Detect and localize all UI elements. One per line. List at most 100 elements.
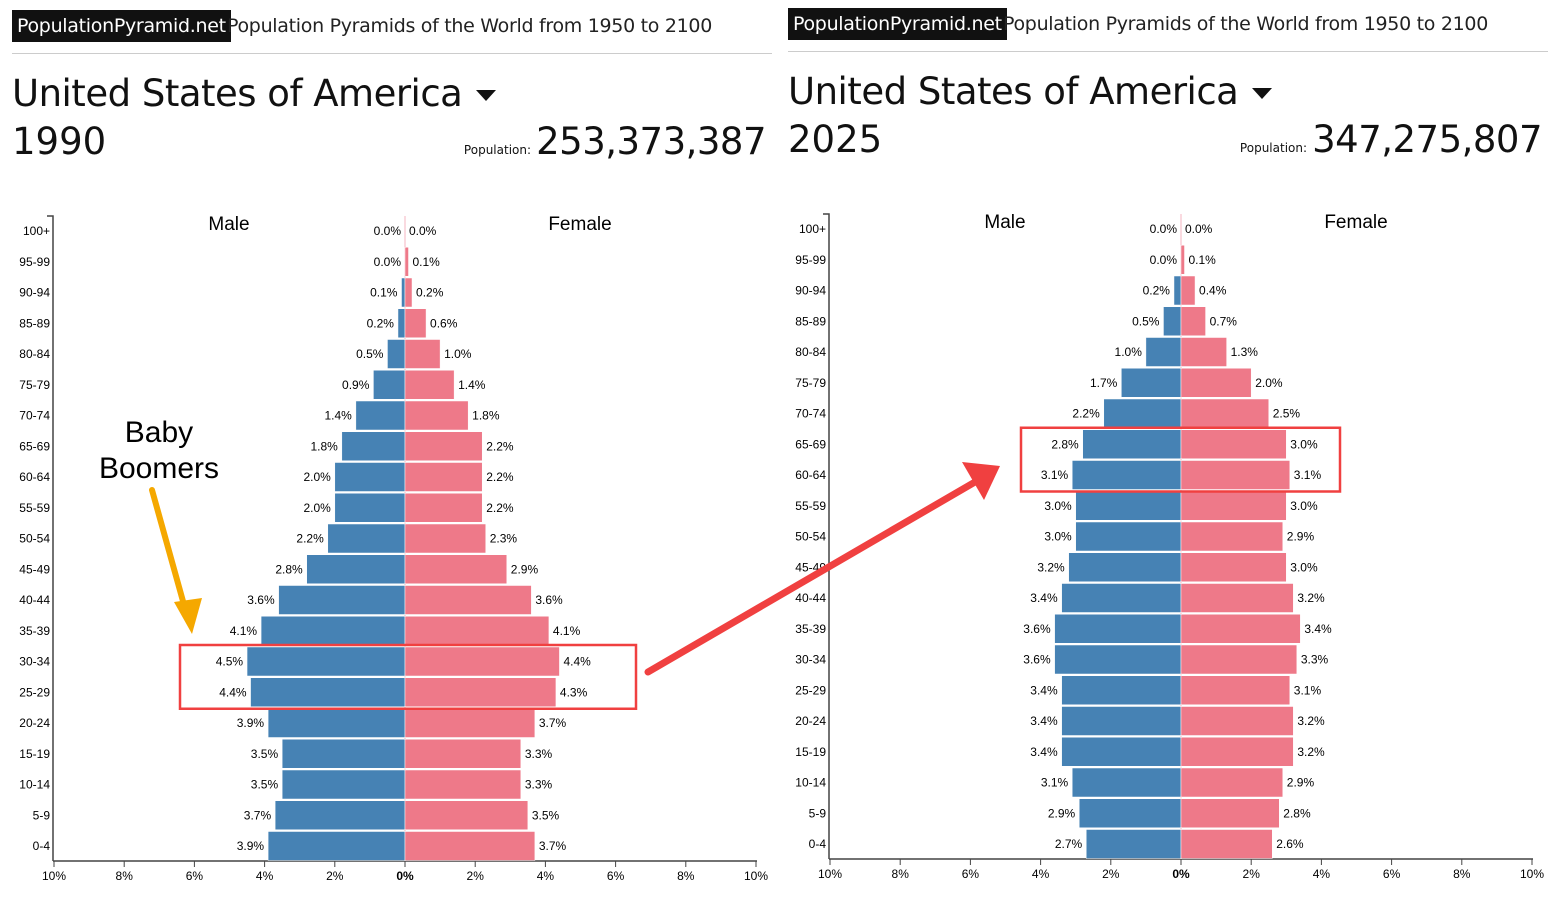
male-header: Male	[984, 212, 1025, 233]
female-bar	[1180, 275, 1196, 306]
age-label: 10-14	[19, 778, 50, 792]
female-value-label: 3.3%	[525, 747, 553, 761]
x-tick-label: 2%	[1102, 867, 1120, 881]
panel-2025: PopulationPyramid.net Population Pyramid…	[788, 0, 1549, 901]
x-tick-label: 6%	[1383, 867, 1401, 881]
female-value-label: 0.1%	[413, 255, 441, 269]
female-value-label: 1.8%	[472, 409, 500, 423]
male-value-label: 2.9%	[1048, 806, 1076, 820]
female-bar	[1180, 767, 1284, 798]
age-label: 90-94	[795, 284, 826, 298]
female-bar	[404, 708, 536, 738]
x-tick-label: 6%	[186, 869, 204, 883]
male-value-label: 2.2%	[296, 532, 324, 546]
male-value-label: 3.9%	[237, 716, 265, 730]
male-value-label: 4.5%	[216, 655, 244, 669]
country-selector[interactable]: United States of America	[788, 70, 1273, 113]
age-label: 60-64	[795, 468, 826, 482]
male-bar	[401, 277, 406, 308]
female-bar	[1180, 368, 1252, 398]
age-label: 85-89	[795, 314, 826, 328]
female-value-label: 3.1%	[1294, 468, 1322, 482]
x-tick-label: 6%	[607, 869, 625, 883]
site-logo[interactable]: PopulationPyramid.net	[12, 10, 231, 42]
year: 2025	[788, 118, 883, 161]
pyramid-1: Male Female 10% 8% 6% 4% 2% 0% 2% 4% 6% 8% 10% 100+ 0.…	[795, 212, 1544, 881]
x-tick-label: 0%	[1172, 867, 1190, 881]
female-bar	[1180, 675, 1291, 705]
male-bar	[278, 585, 406, 615]
female-bar	[1180, 398, 1269, 429]
x-tick-label: 10%	[1520, 867, 1544, 881]
y-axis	[47, 215, 54, 861]
x-tick-label: 10%	[744, 869, 768, 883]
female-value-label: 2.2%	[486, 501, 514, 515]
y-axis	[823, 213, 830, 859]
female-value-label: 0.0%	[409, 224, 437, 238]
age-label: 60-64	[19, 470, 50, 484]
male-value-label: 3.0%	[1044, 499, 1072, 513]
orange-arrow-shaft	[149, 487, 189, 615]
annotation-boomers: Boomers	[99, 452, 219, 485]
female-value-label: 2.9%	[1287, 530, 1315, 544]
x-tick-label: 4%	[1313, 867, 1331, 881]
male-value-label: 0.0%	[374, 255, 402, 269]
female-value-label: 3.0%	[1290, 437, 1318, 451]
age-label: 45-49	[19, 562, 50, 576]
male-value-label: 3.0%	[1044, 530, 1072, 544]
male-bar	[1163, 306, 1182, 336]
male-bar	[281, 739, 406, 769]
male-value-label: 2.0%	[303, 470, 331, 484]
female-header: Female	[548, 214, 611, 235]
population: Population: 253,373,387	[463, 120, 767, 163]
male-bar	[1068, 552, 1182, 582]
male-value-label: 3.4%	[1030, 591, 1058, 605]
age-label: 55-59	[795, 499, 826, 513]
male-value-label: 0.0%	[1150, 253, 1178, 267]
male-bar	[1121, 368, 1182, 398]
male-bar	[1071, 767, 1182, 798]
population-value: 253,373,387	[536, 120, 766, 163]
female-bar	[404, 339, 441, 369]
female-bar	[404, 277, 413, 308]
age-label: 35-39	[795, 622, 826, 636]
female-bar	[404, 523, 486, 554]
male-value-label: 4.1%	[230, 624, 258, 638]
site-logo[interactable]: PopulationPyramid.net	[788, 8, 1007, 40]
male-value-label: 2.2%	[1072, 407, 1100, 421]
female-bar	[404, 554, 508, 584]
site-subtitle: Population Pyramids of the World from 19…	[1003, 13, 1488, 35]
female-bar	[404, 308, 427, 338]
female-value-label: 1.4%	[458, 378, 486, 392]
year: 1990	[12, 120, 107, 163]
x-tick-label: 4%	[537, 869, 555, 883]
country-selector[interactable]: United States of America	[12, 72, 497, 115]
age-label: 30-34	[19, 655, 50, 669]
female-value-label: 3.0%	[1290, 560, 1318, 574]
female-bar	[1180, 829, 1273, 859]
male-bar	[1078, 798, 1182, 828]
female-bar	[404, 462, 483, 492]
female-bar	[1180, 552, 1287, 582]
male-bar	[1061, 675, 1182, 705]
male-value-label: 3.6%	[1023, 653, 1051, 667]
female-bar	[1180, 337, 1227, 367]
age-label: 100+	[23, 224, 50, 238]
population-label: Population:	[463, 143, 532, 157]
male-value-label: 4.4%	[219, 685, 247, 699]
population-value: 347,275,807	[1312, 118, 1542, 161]
x-tick-label: 10%	[42, 869, 66, 883]
age-label: 70-74	[795, 407, 826, 421]
male-value-label: 3.1%	[1041, 468, 1069, 482]
age-label: 20-24	[795, 714, 826, 728]
x-tick-label: 8%	[1453, 867, 1471, 881]
male-bar	[1075, 491, 1182, 521]
female-bar	[1180, 614, 1301, 644]
male-bar	[246, 646, 406, 677]
age-label: 80-84	[19, 347, 50, 361]
female-header: Female	[1324, 212, 1387, 233]
male-bar	[334, 493, 406, 523]
female-bar	[404, 247, 409, 277]
male-header: Male	[208, 214, 249, 235]
female-bar	[404, 739, 522, 769]
